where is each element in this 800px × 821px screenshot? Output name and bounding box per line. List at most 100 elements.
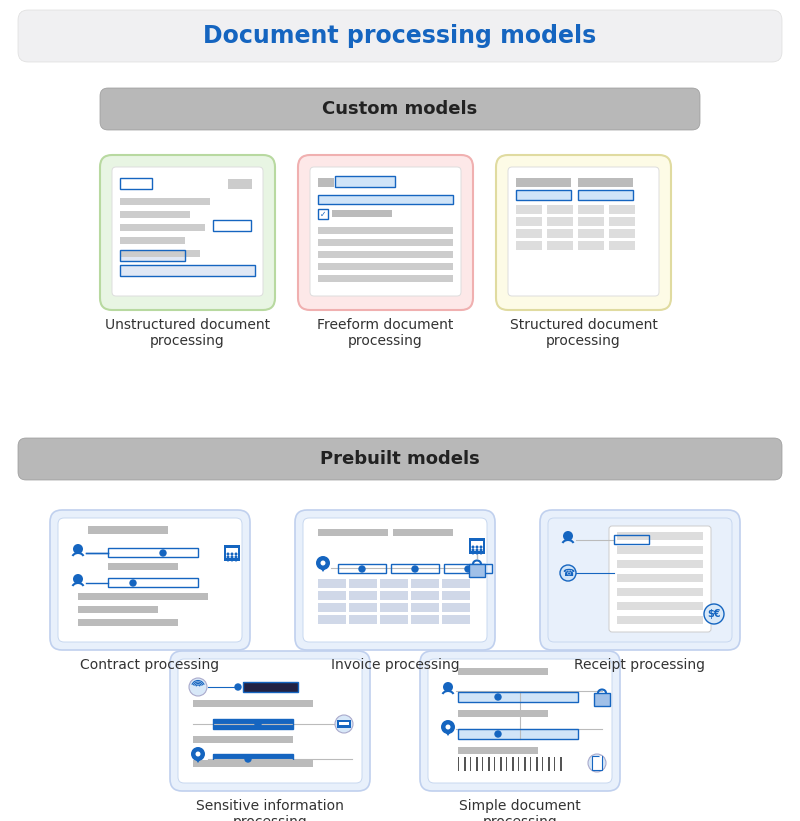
Bar [337,720,351,728]
Bar [609,217,635,226]
Bar [318,579,346,588]
Bar [349,591,377,600]
FancyBboxPatch shape [428,659,612,783]
Bar [380,615,408,624]
Bar [213,719,293,729]
Bar [318,529,388,536]
FancyBboxPatch shape [50,510,250,650]
Bar [120,250,185,261]
Bar [469,538,485,554]
Bar [547,241,573,250]
Circle shape [321,561,326,566]
FancyBboxPatch shape [100,155,275,310]
FancyBboxPatch shape [508,167,659,296]
Bar [458,729,578,739]
Circle shape [480,549,482,551]
Bar [516,229,542,238]
Bar [442,615,470,624]
Text: Document processing models: Document processing models [203,24,597,48]
FancyBboxPatch shape [548,518,732,642]
FancyBboxPatch shape [310,167,461,296]
Bar [318,195,453,204]
Bar [193,700,313,707]
Circle shape [412,566,418,572]
Circle shape [476,553,478,554]
Circle shape [588,754,606,772]
Bar [338,564,386,573]
Bar [349,603,377,612]
Bar [120,178,152,189]
Bar [380,603,408,612]
FancyBboxPatch shape [540,510,740,650]
Bar [108,578,198,587]
Circle shape [465,566,471,572]
Bar [108,548,198,557]
Bar [594,693,610,706]
Bar [494,757,495,771]
Circle shape [446,724,450,730]
Circle shape [191,747,205,761]
Bar [380,591,408,600]
Circle shape [480,553,482,554]
Bar [542,757,543,771]
Bar [318,263,453,270]
Bar [318,209,328,219]
Circle shape [235,553,237,555]
Bar [120,265,255,276]
Bar [349,579,377,588]
Circle shape [227,553,229,555]
FancyBboxPatch shape [295,510,495,650]
FancyBboxPatch shape [178,659,362,783]
Bar [512,757,514,771]
Bar [536,757,538,771]
Text: $€: $€ [707,609,721,619]
Bar [335,176,395,187]
Bar [120,237,185,244]
Circle shape [443,682,453,692]
Bar [193,736,293,743]
Circle shape [235,559,237,561]
Circle shape [560,565,576,581]
Bar [488,757,490,771]
Bar [516,190,571,200]
Bar [120,224,205,231]
Bar [592,756,602,770]
Bar [243,682,298,692]
Bar [516,205,542,214]
Bar [614,535,649,544]
Bar [120,250,200,257]
Bar [442,603,470,612]
Polygon shape [444,730,452,736]
Bar [213,220,251,231]
Bar [318,239,453,246]
Circle shape [472,549,474,551]
Circle shape [563,531,573,541]
Bar [617,560,703,568]
Bar [578,229,604,238]
Circle shape [189,678,207,696]
Bar [120,211,190,218]
Bar [609,205,635,214]
Circle shape [73,544,83,554]
Bar [391,564,439,573]
Text: Contract processing: Contract processing [81,658,219,672]
Circle shape [235,684,241,690]
Text: Simple document
processing: Simple document processing [459,799,581,821]
Text: Receipt processing: Receipt processing [574,658,706,672]
Bar [318,195,453,204]
Bar [332,210,392,217]
Bar [411,579,439,588]
Circle shape [235,556,237,557]
Polygon shape [194,757,202,763]
Bar [547,217,573,226]
Bar [120,250,185,261]
Bar [617,588,703,596]
Text: Invoice processing: Invoice processing [330,658,459,672]
Bar [380,579,408,588]
Circle shape [495,731,501,737]
Bar [411,615,439,624]
FancyBboxPatch shape [420,651,620,791]
Bar [224,545,240,561]
Circle shape [359,566,365,572]
Circle shape [316,556,330,570]
